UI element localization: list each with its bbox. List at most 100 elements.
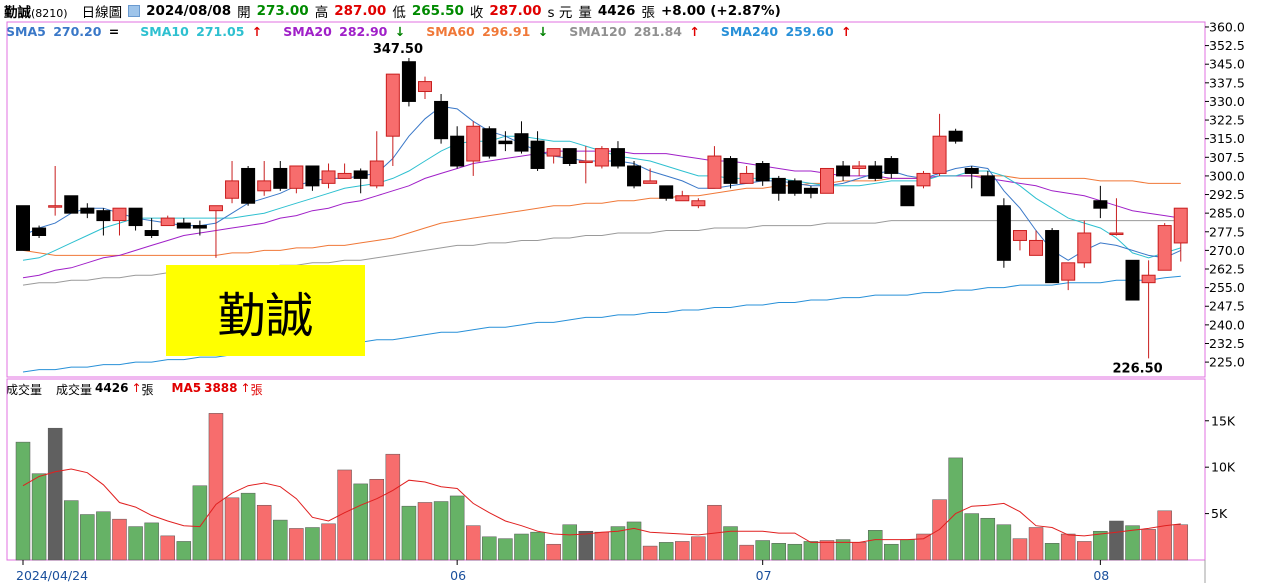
candle-body [225, 180, 240, 199]
volume-bar [192, 485, 208, 561]
sma240-legend[interactable]: SMA240 259.60 ↑ [721, 24, 855, 39]
quote-date: 2024/08/08 [146, 3, 232, 19]
volume-bar [578, 530, 594, 561]
price-tick-label: 285.0 [1209, 206, 1245, 221]
volume-ma5-line [22, 468, 1181, 543]
candle-body [964, 167, 979, 174]
volume-bar [530, 531, 545, 561]
price-tick-label: 307.5 [1209, 150, 1245, 165]
candle-body [643, 180, 658, 184]
candle-body [321, 170, 336, 184]
candle-body [723, 158, 738, 184]
sma60-value: 296.91 [482, 24, 531, 39]
price-tick-label: 247.5 [1209, 299, 1245, 314]
calendar-icon[interactable] [128, 5, 141, 17]
volume-value: 4426 [597, 3, 636, 19]
x-tick-label: 07 [756, 568, 772, 583]
volume-bar [353, 483, 368, 561]
candle-body [1029, 239, 1044, 256]
volume-bar [819, 540, 835, 561]
volume-bar [835, 539, 851, 561]
candle-body [852, 165, 867, 169]
candle-body [771, 177, 786, 194]
sma10-value: 271.05 [196, 24, 245, 39]
candle-body [498, 140, 513, 145]
ma-legend: SMA5 270.20 = SMA10 271.05 ↑ SMA20 282.9… [6, 24, 873, 39]
volume-panel-frame [6, 378, 1206, 561]
volume-bar [449, 495, 465, 561]
chart-type-label[interactable]: 日線圖 [81, 5, 123, 21]
volume-legend-label: 成交量 [56, 383, 93, 397]
high-label: 高 [314, 5, 329, 21]
x-tick-label: 2024/04/24 [16, 568, 88, 583]
candle-body [836, 165, 851, 177]
sma10-legend[interactable]: SMA10 271.05 ↑ [140, 24, 265, 39]
candle-body [916, 172, 931, 187]
volume-bar [1077, 541, 1092, 561]
candle-body [482, 128, 497, 157]
volume-bar [658, 542, 674, 561]
volume-bar [1141, 529, 1156, 561]
volume-bar [1109, 520, 1124, 561]
open-value: 273.00 [256, 3, 309, 19]
sma20-arrow: ↓ [394, 24, 406, 39]
volume-bar [47, 427, 63, 561]
volume-bar [562, 524, 577, 561]
volume-bar [900, 539, 915, 561]
sma20-line [22, 150, 1181, 279]
price-tick-label: 270.0 [1209, 243, 1245, 258]
volume-bar [369, 478, 385, 561]
candle-body [1061, 262, 1076, 281]
sma120-arrow: ↑ [689, 24, 700, 39]
volume-bar [498, 538, 513, 561]
sma60-legend[interactable]: SMA60 296.91 ↓ [426, 24, 551, 39]
volume-bar [642, 545, 658, 561]
candle-body [1077, 232, 1092, 264]
sma120-legend[interactable]: SMA120 281.84 ↑ [569, 24, 703, 39]
volume-bar [884, 543, 899, 561]
candle-body [385, 73, 400, 137]
candle-body [691, 200, 706, 207]
sma20-legend[interactable]: SMA20 282.90 ↓ [283, 24, 408, 39]
volume-bar [787, 543, 803, 561]
candle-body [1109, 232, 1124, 236]
volume-bar [385, 453, 401, 561]
candle-body [144, 230, 159, 236]
volume-tick-label: 15K [1211, 413, 1236, 428]
candle-body [610, 148, 625, 167]
volume-bar [546, 543, 561, 561]
quote-header: 勤誠(8210) 日線圖 2024/08/08 開 273.00 高 287.0… [0, 0, 1270, 22]
volume-bar [224, 497, 240, 561]
candle-body [1045, 230, 1060, 284]
volume-bar [337, 469, 352, 561]
x-tick-label: 08 [1093, 568, 1109, 583]
close-label: 收 [469, 5, 484, 21]
volume-bar [996, 524, 1012, 561]
price-tick-label: 330.0 [1209, 94, 1245, 109]
sma5-legend[interactable]: SMA5 270.20 = [6, 24, 122, 39]
volume-bar [932, 499, 947, 561]
volume-bar [15, 441, 31, 561]
watermark-text: 勤誠 [217, 287, 314, 344]
candle-body [401, 61, 416, 102]
candle-body [578, 160, 593, 164]
price-tick-label: 352.5 [1209, 38, 1245, 53]
candle-body [369, 160, 384, 187]
sma20-value: 282.90 [339, 24, 388, 39]
watermark-box: 勤誠 [166, 265, 365, 356]
candle-body [707, 155, 722, 189]
sma5-value: 270.20 [53, 24, 102, 39]
volume-tick-label: 10K [1211, 460, 1236, 475]
candle-body [884, 158, 899, 174]
sma10-arrow: ↑ [251, 24, 263, 39]
volume-bar [514, 533, 529, 561]
volume-bar [707, 504, 722, 561]
volume-bar [1044, 543, 1060, 561]
candle-body [466, 125, 481, 162]
volume-bar [803, 541, 819, 561]
price-tick-label: 240.0 [1209, 317, 1245, 332]
sma240-arrow: ↑ [841, 24, 852, 39]
volume-bar [594, 531, 610, 561]
volume-legend-value: 4426 [95, 381, 129, 395]
